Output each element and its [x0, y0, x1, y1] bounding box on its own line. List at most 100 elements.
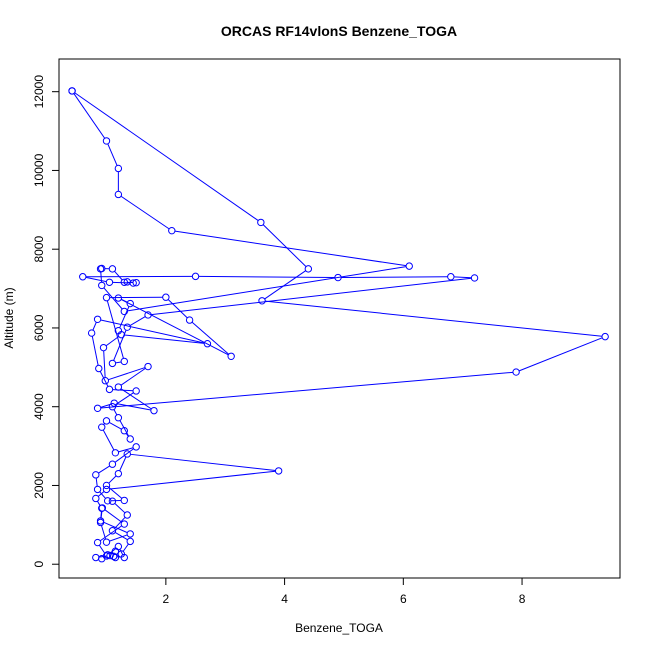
series-line-segment	[97, 500, 101, 506]
series-line-segment	[127, 266, 407, 312]
data-point	[114, 469, 123, 478]
data-point	[274, 467, 283, 475]
data-point	[132, 443, 140, 451]
series-line-segment	[518, 337, 603, 372]
data-point	[111, 449, 120, 457]
y-tick-label: 6000	[32, 314, 46, 341]
data-point	[168, 226, 176, 235]
series-line-segment	[174, 230, 407, 267]
data-point	[98, 504, 107, 512]
data-point	[111, 553, 120, 562]
series-line-segment	[125, 433, 129, 437]
data-point	[150, 406, 158, 415]
data-point	[129, 279, 137, 287]
data-point	[123, 323, 131, 331]
series-line-segment	[98, 544, 106, 554]
series-line-segment	[100, 319, 205, 344]
series-layer	[68, 87, 609, 563]
data-point	[601, 332, 609, 341]
series-line-segment	[119, 456, 127, 471]
series-line-segment	[92, 322, 97, 331]
data-point	[92, 494, 100, 503]
data-point	[144, 311, 152, 319]
data-point	[102, 417, 111, 425]
y-tick-label: 12000	[32, 75, 46, 109]
series-line-segment	[95, 477, 98, 487]
series-line-segment	[108, 475, 117, 484]
data-point	[447, 273, 455, 281]
series-line-segment	[119, 549, 124, 555]
series-line-segment	[122, 543, 129, 552]
data-point	[93, 315, 102, 323]
y-tick-label: 2000	[32, 472, 46, 499]
series-line-segment	[74, 92, 259, 221]
data-point	[93, 485, 102, 494]
data-point	[117, 550, 126, 558]
series-line-segment	[107, 143, 118, 166]
data-point	[144, 362, 152, 371]
series-line-segment	[262, 224, 307, 268]
series-line-segment	[109, 421, 122, 430]
y-axis-label: Altitude (m)	[2, 287, 16, 348]
series-line-segment	[100, 371, 513, 409]
series-line-segment	[119, 420, 130, 437]
data-point	[108, 403, 117, 411]
data-point	[334, 273, 342, 282]
series-line-segment	[120, 195, 170, 230]
series-line-segment	[108, 367, 146, 381]
data-point	[92, 471, 100, 479]
data-point	[258, 297, 266, 305]
series-line-segment	[112, 389, 134, 392]
series-line-segment	[102, 429, 115, 451]
data-point	[68, 87, 76, 95]
data-point	[92, 553, 100, 562]
data-point	[114, 327, 123, 335]
data-point	[120, 427, 129, 435]
data-point	[120, 307, 129, 316]
data-point	[102, 485, 111, 494]
data-point	[126, 435, 134, 443]
series-line-segment	[191, 321, 230, 355]
series-line-segment	[167, 299, 188, 319]
data-point	[108, 527, 117, 535]
data-point	[132, 278, 140, 287]
series-line-segment	[115, 361, 122, 364]
data-point	[114, 383, 123, 391]
data-point	[93, 404, 102, 412]
series-line-segment	[120, 367, 146, 386]
x-tick-label: 2	[163, 592, 170, 606]
data-point	[114, 414, 123, 422]
data-point	[103, 497, 112, 505]
data-point	[203, 340, 212, 348]
series-line-segment	[73, 93, 106, 139]
data-point	[227, 352, 235, 361]
data-point	[102, 481, 111, 490]
series-line-segment	[104, 509, 123, 523]
series-line-segment	[129, 316, 146, 326]
series-line-segment	[91, 336, 99, 366]
data-point	[126, 530, 134, 538]
data-point	[120, 496, 129, 505]
data-point	[405, 262, 413, 270]
data-point	[120, 357, 129, 366]
data-point	[110, 399, 118, 407]
series-line-segment	[99, 491, 106, 499]
series-line-segment	[120, 388, 152, 410]
data-point	[470, 274, 479, 282]
y-tick-label: 8000	[32, 236, 46, 263]
data-point	[102, 538, 111, 546]
data-point	[257, 218, 265, 227]
series-line-segment	[114, 503, 126, 514]
series-line-segment	[114, 531, 128, 541]
data-point	[99, 343, 108, 352]
y-axis: 0 2000 4000 6000 8000 10000 12000	[32, 75, 60, 568]
series-line-segment	[124, 334, 205, 344]
data-point	[102, 293, 111, 302]
series-line-segment	[114, 516, 126, 529]
plot-area-frame	[58, 58, 621, 579]
data-point	[191, 272, 200, 281]
data-point	[114, 294, 123, 302]
series-line-segment	[117, 403, 151, 411]
x-axis: 2 4 6 8	[163, 577, 526, 606]
